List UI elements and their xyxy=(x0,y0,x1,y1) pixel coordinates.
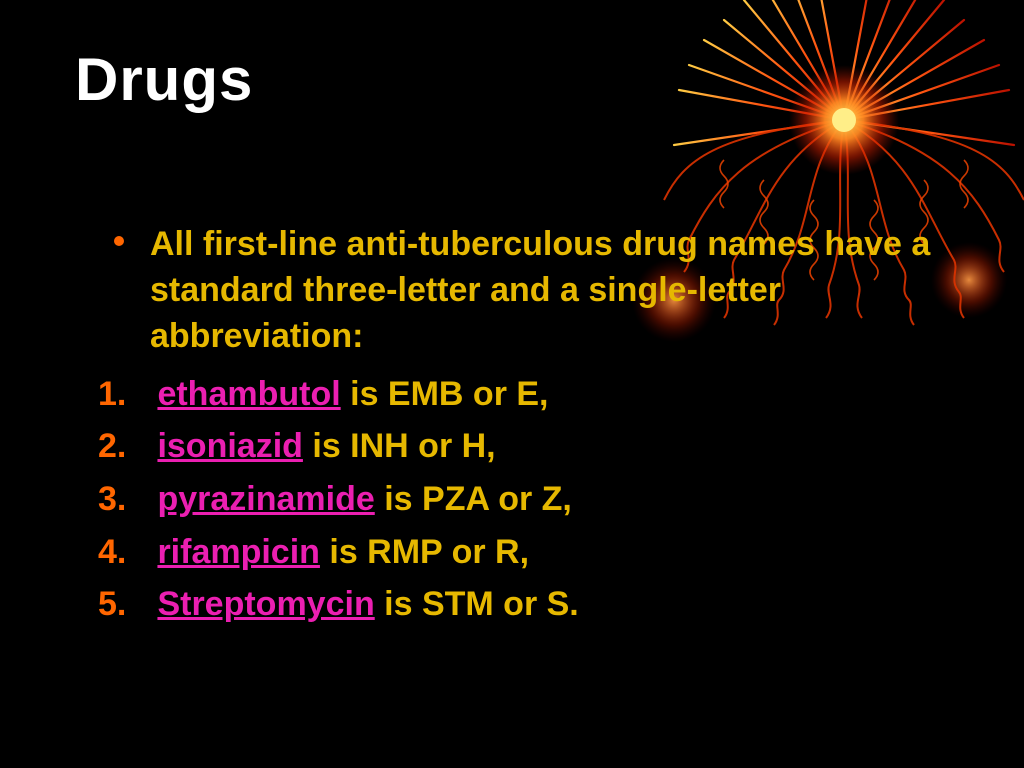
drug-name-link[interactable]: isoniazid xyxy=(157,427,302,465)
list-item: isoniazid is INH or H, xyxy=(98,420,950,473)
drug-list: ethambutol is EMB or E, isoniazid is INH… xyxy=(150,368,950,631)
list-item: Streptomycin is STM or S. xyxy=(98,578,950,631)
list-item: rifampicin is RMP or R, xyxy=(98,526,950,579)
drug-suffix: is RMP or R, xyxy=(320,533,529,571)
bullet-icon xyxy=(114,236,124,246)
list-item: ethambutol is EMB or E, xyxy=(98,368,950,421)
slide-body: All first-line anti-tuberculous drug nam… xyxy=(150,222,950,631)
drug-name-link[interactable]: pyrazinamide xyxy=(157,480,374,518)
drug-suffix: is STM or S. xyxy=(375,585,579,623)
list-item: pyrazinamide is PZA or Z, xyxy=(98,473,950,526)
drug-name-link[interactable]: ethambutol xyxy=(157,375,340,413)
drug-name-link[interactable]: Streptomycin xyxy=(157,585,374,623)
slide-title: Drugs xyxy=(75,45,253,114)
intro-text: All first-line anti-tuberculous drug nam… xyxy=(150,225,930,355)
drug-suffix: is EMB or E, xyxy=(341,375,549,413)
slide: Drugs All first-line anti-tuberculous dr… xyxy=(0,0,1024,768)
drug-name-link[interactable]: rifampicin xyxy=(157,533,319,571)
intro-paragraph: All first-line anti-tuberculous drug nam… xyxy=(150,222,950,360)
drug-suffix: is INH or H, xyxy=(303,427,496,465)
drug-suffix: is PZA or Z, xyxy=(375,480,572,518)
